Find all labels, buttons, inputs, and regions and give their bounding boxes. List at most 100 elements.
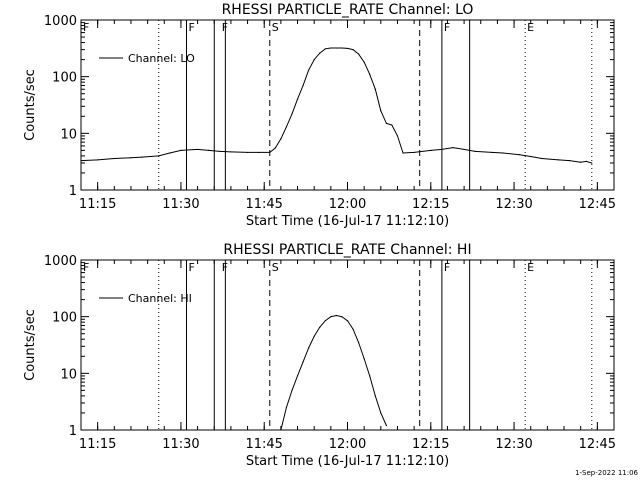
flag-label: F — [83, 21, 89, 34]
legend-label: Channel: HI — [128, 292, 192, 305]
data-point — [463, 148, 465, 151]
data-point — [358, 53, 360, 55]
data-point — [97, 159, 99, 161]
data-point — [341, 47, 343, 49]
x-tick-label: 11:15 — [79, 437, 116, 452]
flag-label: S — [272, 261, 279, 274]
data-point — [291, 113, 293, 115]
x-tick-label: 11:15 — [79, 197, 116, 212]
data-point — [246, 151, 249, 154]
x-axis-label: Start Time (16-Jul-17 11:12:10) — [246, 454, 449, 469]
data-point — [258, 151, 260, 154]
data-point — [285, 126, 288, 128]
data-point — [391, 124, 393, 126]
data-point — [385, 424, 387, 427]
data-point — [369, 375, 371, 377]
data-point — [335, 314, 337, 317]
data-point — [324, 320, 326, 322]
data-point — [296, 375, 299, 377]
x-tick-label: 12:30 — [495, 197, 532, 212]
data-point — [557, 159, 560, 161]
x-tick-label: 11:45 — [245, 197, 282, 212]
data-point — [402, 152, 404, 154]
x-tick-label: 11:45 — [245, 437, 282, 452]
data-point — [474, 150, 476, 152]
data-point — [296, 98, 299, 100]
data-point — [335, 47, 337, 49]
data-point — [385, 122, 387, 124]
data-point — [308, 69, 310, 71]
data-point — [308, 347, 310, 349]
data-point — [396, 135, 399, 137]
x-tick-label: 12:45 — [579, 437, 616, 452]
data-point — [346, 320, 349, 322]
flag-label: F — [222, 21, 228, 34]
data-point — [158, 155, 160, 157]
data-point — [280, 138, 282, 140]
data-point — [585, 160, 587, 162]
data-point — [141, 156, 143, 158]
data-point — [352, 49, 354, 51]
data-point — [358, 341, 360, 344]
data-point — [274, 147, 276, 149]
data-point — [208, 149, 210, 151]
y-axis-label: Counts/sec — [23, 309, 38, 381]
data-point — [369, 73, 371, 75]
data-point — [230, 151, 232, 153]
flag-label: F — [444, 261, 450, 274]
x-tick-label: 12:30 — [495, 437, 532, 452]
data-point — [324, 48, 326, 50]
panel-lo: RHESSI PARTICLE_RATE Channel: LO Start Ti… — [23, 2, 616, 229]
x-tick-label: 12:00 — [329, 437, 366, 452]
x-tick-label: 11:30 — [162, 437, 199, 452]
flag-label: F — [222, 261, 228, 274]
data-point — [269, 151, 271, 154]
series-line — [280, 314, 387, 431]
data-point — [330, 47, 332, 49]
data-point — [380, 412, 382, 414]
flag-label: S — [272, 21, 279, 34]
data-point — [341, 316, 343, 318]
y-tick-label: 1 — [69, 424, 77, 439]
data-point — [280, 429, 282, 431]
data-point — [580, 161, 582, 163]
data-point — [413, 151, 415, 154]
data-point — [330, 316, 332, 318]
x-tick-label: 12:00 — [329, 197, 366, 212]
data-point — [291, 389, 293, 391]
data-point — [169, 152, 171, 154]
plot-frame — [80, 259, 615, 431]
data-point — [313, 335, 315, 337]
y-tick-label: 1000 — [44, 254, 77, 269]
x-tick-label: 12:15 — [412, 197, 449, 212]
y-tick-label: 10 — [60, 367, 77, 382]
y-tick-label: 10 — [60, 127, 77, 142]
series-line — [80, 47, 592, 164]
data-point — [196, 148, 199, 151]
y-tick-label: 1 — [69, 184, 77, 199]
data-point — [380, 110, 382, 112]
x-tick-label: 12:45 — [579, 197, 616, 212]
flag-label: F — [444, 21, 450, 34]
data-point — [130, 157, 132, 159]
data-point — [374, 88, 376, 90]
data-point — [502, 152, 504, 154]
data-point — [591, 162, 593, 164]
data-point — [113, 157, 115, 160]
flag-label: F — [83, 261, 89, 274]
y-tick-label: 100 — [52, 311, 77, 326]
plot-frame — [80, 19, 615, 191]
flag-label: E — [527, 261, 534, 274]
data-point — [319, 52, 321, 54]
y-tick-label: 1000 — [44, 14, 77, 29]
flag-label: F — [188, 261, 194, 274]
data-point — [346, 47, 349, 50]
data-point — [374, 395, 376, 397]
x-axis-label: Start Time (16-Jul-17 11:12:10) — [246, 214, 449, 229]
data-point — [319, 326, 321, 328]
legend-label: Channel: LO — [128, 52, 195, 65]
data-point — [180, 149, 182, 151]
data-point — [491, 151, 493, 154]
data-point — [441, 148, 443, 151]
